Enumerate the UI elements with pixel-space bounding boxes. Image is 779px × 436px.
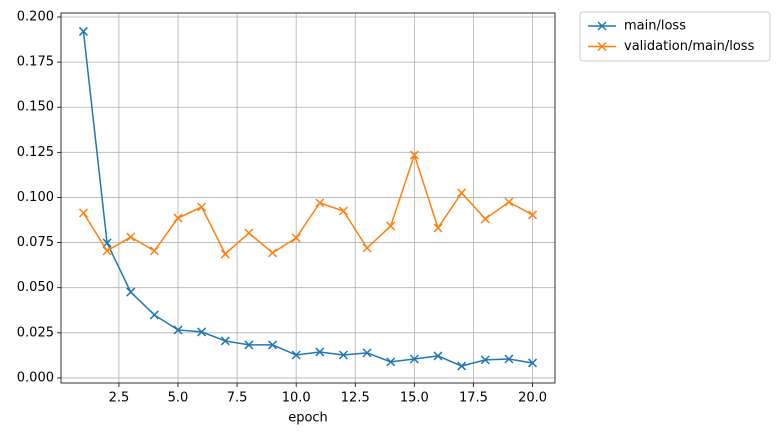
x-tick-label: 15.0 [400,391,429,406]
point-marker [480,214,490,224]
point-marker [504,197,514,207]
point-marker [386,357,396,367]
point-marker [149,310,159,320]
point-marker [268,340,278,350]
x-tick-label: 7.5 [227,391,248,406]
point-marker [528,358,538,368]
point-marker [220,336,230,346]
point-marker [244,228,254,238]
y-tick-label: 0.125 [17,145,54,160]
point-marker [362,243,372,253]
point-marker [338,350,348,360]
point-marker [315,347,325,357]
y-tick-label: 0.025 [17,325,54,340]
x-tick-label: 10.0 [282,391,311,406]
line-series [82,152,533,256]
legend-label: validation/main/loss [624,39,755,54]
point-marker [173,325,183,335]
point-marker [433,223,443,233]
point-marker [291,233,301,243]
point-marker [126,232,136,242]
x-tick-label: 20.0 [518,391,547,406]
y-tick-label: 0.200 [17,9,54,24]
legend-label: main/loss [624,19,686,34]
point-marker [102,246,112,256]
x-tick-label: 5.0 [168,391,189,406]
point-marker [528,210,538,220]
x-axis-label: epoch [288,411,328,426]
point-marker [409,150,419,160]
point-marker [78,208,88,218]
point-marker [457,361,467,371]
y-tick-label: 0.150 [17,100,54,115]
legend-marker [597,41,607,52]
point-marker [338,206,348,216]
point-marker [244,340,254,350]
x-tick-label: 12.5 [341,391,370,406]
point-marker [220,249,230,259]
y-tick-label: 0.075 [17,235,54,250]
legend-box [579,11,771,62]
point-marker [433,351,443,361]
point-marker [504,354,514,364]
point-marker [409,354,419,364]
point-marker [268,248,278,258]
point-marker [197,327,207,337]
point-marker [386,221,396,231]
line-series [82,31,533,367]
point-marker [457,188,467,198]
y-tick-label: 0.050 [17,280,54,295]
y-tick-label: 0.175 [17,55,54,70]
point-marker [480,355,490,365]
y-tick-label: 0.100 [17,190,54,205]
point-marker [291,350,301,360]
plot-frame [60,12,556,384]
point-marker [315,198,325,208]
point-marker [362,348,372,358]
point-marker [173,213,183,223]
legend-marker [597,21,607,31]
point-marker [78,26,88,36]
x-tick-label: 17.5 [459,391,488,406]
point-marker [197,202,207,212]
x-tick-label: 2.5 [109,391,130,406]
point-marker [126,287,136,297]
point-marker [149,246,159,256]
y-tick-label: 0.000 [17,370,54,385]
